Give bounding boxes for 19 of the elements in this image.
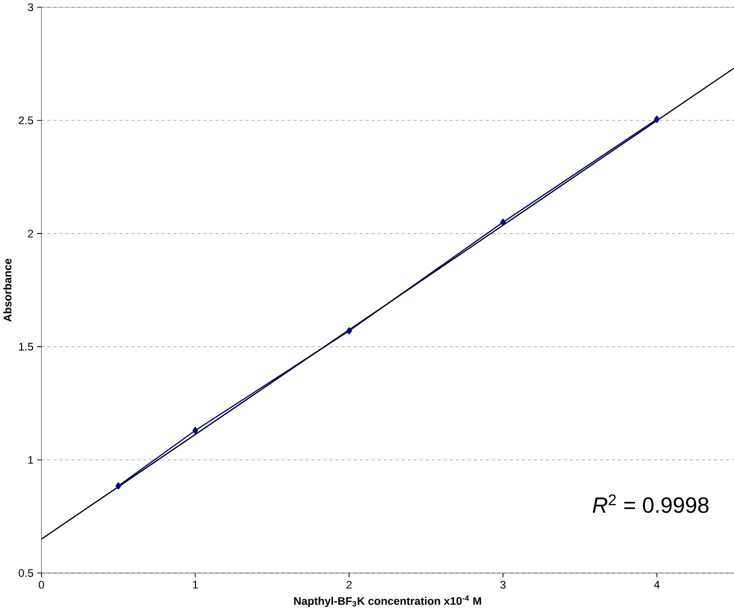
y-tick-label: 1.5 — [19, 342, 34, 350]
y-tick-label: 2.5 — [18, 116, 34, 124]
x-tick-label: 2 — [346, 580, 352, 588]
point — [346, 327, 352, 334]
point — [115, 482, 122, 490]
point — [654, 115, 660, 123]
point — [500, 218, 506, 226]
x-tick-label: 4 — [654, 580, 660, 588]
annotation: R$^{2}$ = 0.9998 — [592, 494, 709, 513]
x-tick-label: 3 — [500, 580, 506, 588]
point — [192, 426, 198, 434]
y-axis-title: Absorbance — [3, 258, 12, 322]
x-tick-label: 1 — [193, 580, 198, 588]
y-tick-label: 3 — [28, 3, 34, 11]
y-tick-label: 0.5 — [18, 568, 34, 577]
y-tick-label: 2 — [28, 230, 34, 238]
y-tick-label: 1 — [28, 456, 34, 464]
x-tick-label: 0 — [38, 580, 44, 588]
x-axis-title: Napthyl-BF$_{3}$K concentration x10$^{-4}$ M — [294, 595, 482, 607]
